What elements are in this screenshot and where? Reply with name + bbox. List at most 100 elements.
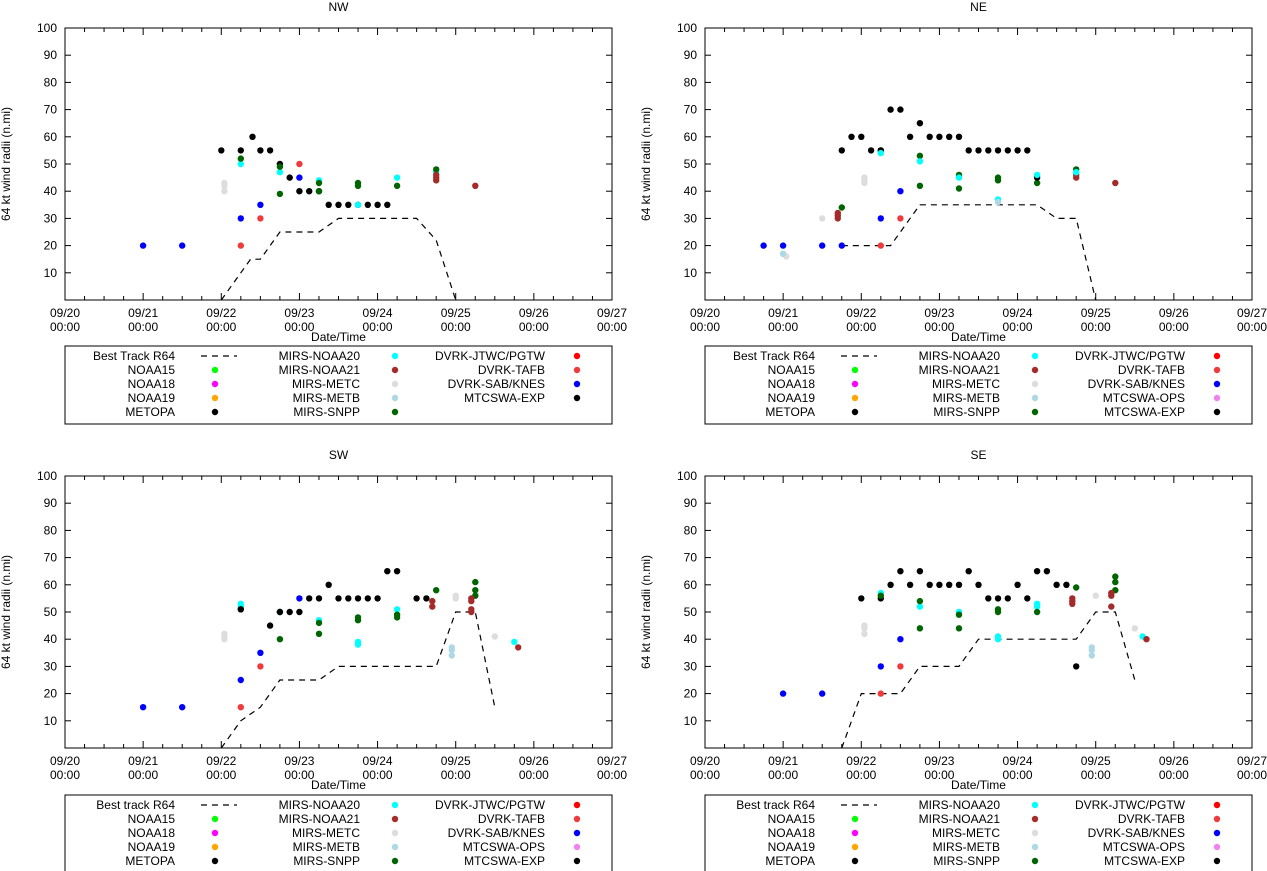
point-mtcswa-exp [867,147,875,154]
y-tick-label: 90 [684,48,698,62]
best-track-line [841,204,1097,300]
legend-label: MTCSWA-OPS [463,840,545,854]
point-dvrk-sab-knes [877,215,884,222]
legend-label: MIRS-NOAA20 [919,349,1001,363]
x-tick-label-time: 00:00 [1159,768,1189,782]
x-tick-label-time: 00:00 [441,320,471,334]
y-tick-label: 100 [677,21,697,35]
point-mirs-noaa20 [994,633,1002,640]
legend-label: MIRS-NOAA21 [279,363,361,377]
legend-swatch-noaa18 [851,380,859,388]
legend-swatch-noaa15 [211,815,219,823]
legend-swatch-dvrk-tafb [573,815,581,823]
legend-label: NOAA18 [128,377,176,391]
x-tick-label-date: 09/20 [50,754,80,768]
chart-panel-nw: NW 64 kt wind radii (n.mi) Date/Time 10 20 30… [0,0,627,425]
point-mirs-metc [861,174,868,181]
x-tick-label-date: 09/21 [768,754,798,768]
legend-label: NOAA15 [768,812,816,826]
chart-panel-se: SE 64 kt wind radii (n.mi) Date/Time 10 20 30… [639,448,1267,871]
point-mirs-snpp [315,630,323,637]
point-mtcswa-exp [848,133,855,140]
point-mirs-metb [779,250,787,257]
x-tick-label-date: 09/22 [206,306,236,320]
legend-label: MIRS-NOAA21 [279,812,361,826]
legend-label: NOAA18 [768,377,816,391]
x-tick-label-time: 00:00 [690,768,720,782]
y-axis-label: 64 kt wind radii (n.mi) [639,107,653,221]
legend-label: MIRS-METC [292,377,360,391]
legend-label: DVRK-SAB/KNES [448,826,545,840]
point-dvrk-sab-knes [179,704,186,711]
x-axis-label: Date/Time [951,778,1006,792]
point-mirs-noaa21 [433,177,440,184]
legend-swatch-mirs-noaa20 [391,801,399,809]
legend-swatch-dvrk-tafb [1213,815,1221,823]
point-mirs-snpp [237,155,244,162]
point-mirs-snpp [276,636,284,643]
legend-swatch-mirs-noaa21 [1031,366,1039,374]
point-mtcswa-exp [1043,568,1051,575]
point-mirs-snpp [393,611,401,618]
point-mtcswa-exp [384,201,391,208]
point-mtcswa-exp [306,188,313,195]
x-tick-label-date: 09/22 [846,754,876,768]
point-mirs-snpp [433,587,440,594]
legend-swatch-metopa [851,408,859,416]
point-mtcswa-exp [1014,147,1021,154]
point-mtcswa-exp [1004,595,1011,602]
point-mtcswa-exp [286,608,293,616]
point-dvrk-sab-knes [819,690,826,697]
x-tick-label-time: 00:00 [1237,320,1267,334]
y-tick-label: 40 [684,632,698,646]
point-mtcswa-exp [276,608,284,616]
point-mtcswa-exp [296,608,303,616]
legend-label: MIRS-NOAA20 [279,798,361,812]
point-mirs-snpp [315,619,323,627]
x-tick-label-time: 00:00 [768,320,798,334]
chart-title: NE [970,0,987,14]
y-tick-label: 10 [44,714,58,728]
legend-label: NOAA19 [768,391,816,405]
chart-panel-ne: NE 64 kt wind radii (n.mi) Date/Time 10 20 30… [639,0,1267,425]
x-tick-label-time: 00:00 [284,320,314,334]
x-tick-label-date: 09/26 [1159,754,1189,768]
legend-swatch-mtcswa-ops [1213,394,1221,402]
legend-swatch-mirs-snpp [1031,408,1039,416]
point-mirs-noaa20 [916,158,924,165]
point-dvrk-sab-knes [296,595,303,602]
legend-swatch-mirs-metc [1031,380,1039,388]
y-tick-label: 70 [44,103,58,117]
legend-label: Best track R64 [96,798,175,812]
point-mirs-noaa20 [511,638,518,646]
point-mirs-snpp [472,578,479,586]
point-dvrk-tafb [296,160,303,168]
y-tick-label: 20 [44,687,58,701]
point-mirs-metc [1131,625,1139,632]
legend-swatch-mtcswa-exp [1213,857,1221,865]
point-mtcswa-exp [354,595,362,602]
point-dvrk-tafb [257,215,264,222]
point-mirs-snpp [916,152,924,159]
point-mirs-noaa21 [1108,589,1115,597]
legend-label: NOAA18 [768,826,816,840]
point-mirs-snpp [315,179,323,187]
y-tick-label: 70 [44,551,58,565]
y-tick-label: 20 [44,239,58,253]
y-tick-label: 30 [684,211,698,225]
legend-label: DVRK-JTWC/PGTW [435,798,546,812]
legend-swatch-dvrk-tafb [573,366,581,374]
legend-swatch-dvrk-jtwc-pgtw [573,352,581,360]
point-mirs-snpp [994,606,1002,613]
point-mirs-snpp [1033,608,1041,616]
point-mirs-metc [1092,592,1099,599]
y-tick-label: 30 [44,659,58,673]
legend-swatch-mirs-noaa20 [391,352,399,360]
point-mtcswa-exp [325,201,332,208]
legend-swatch-mtcswa-ops [1213,843,1221,851]
x-tick-label-time: 00:00 [284,768,314,782]
x-tick-label-date: 09/24 [1003,306,1033,320]
point-mirs-noaa21 [429,597,436,605]
point-mirs-noaa20 [354,201,362,208]
x-tick-label-date: 09/25 [441,754,471,768]
